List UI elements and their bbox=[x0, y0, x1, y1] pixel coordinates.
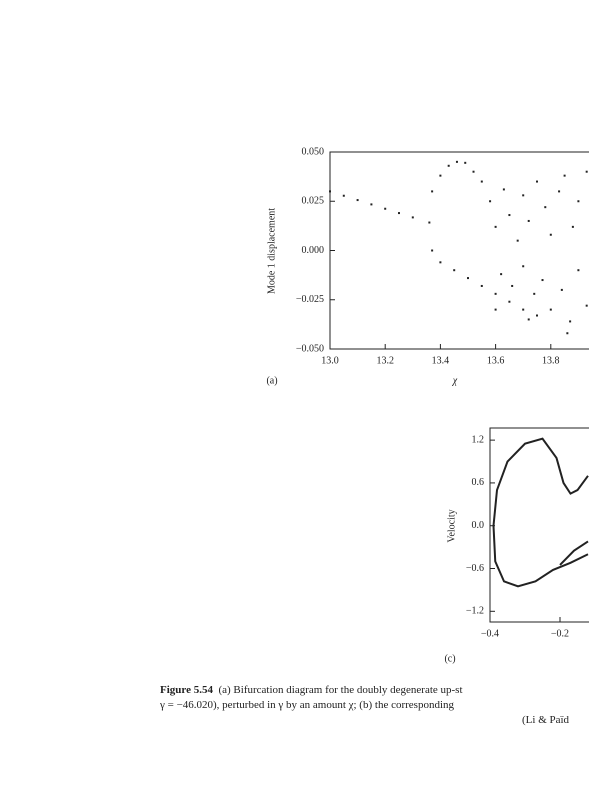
point bbox=[342, 194, 345, 197]
y-tick-label: −0.025 bbox=[296, 294, 324, 305]
point bbox=[558, 190, 561, 193]
point bbox=[489, 200, 492, 203]
point bbox=[549, 308, 552, 311]
y-tick-label: −0.050 bbox=[296, 343, 324, 354]
point bbox=[563, 174, 566, 177]
point bbox=[439, 174, 442, 177]
point bbox=[522, 265, 525, 268]
point bbox=[467, 277, 469, 280]
x-tick-label: 13.4 bbox=[432, 355, 450, 366]
panel-label: (a) bbox=[266, 375, 277, 386]
trajectory bbox=[559, 540, 589, 566]
point bbox=[569, 320, 572, 323]
y-axis-label: Velocity bbox=[446, 509, 457, 542]
point bbox=[384, 207, 387, 210]
point bbox=[447, 164, 450, 167]
point bbox=[370, 203, 373, 206]
point bbox=[431, 190, 434, 193]
x-tick-label: −0.2 bbox=[551, 628, 569, 639]
point bbox=[502, 188, 505, 191]
y-tick-label: 1.2 bbox=[472, 434, 485, 445]
point bbox=[544, 206, 547, 209]
point bbox=[522, 308, 525, 311]
point bbox=[527, 219, 530, 222]
point bbox=[428, 221, 431, 224]
point bbox=[527, 318, 530, 321]
caption-line: (Li & Païd bbox=[522, 714, 570, 726]
point bbox=[431, 249, 434, 252]
x-tick-label: −0.4 bbox=[481, 628, 499, 639]
point bbox=[508, 300, 511, 303]
x-tick-label: 13.2 bbox=[376, 355, 394, 366]
point bbox=[472, 170, 475, 173]
point bbox=[411, 216, 414, 219]
caption-label: Figure 5.54 bbox=[160, 684, 213, 696]
point bbox=[566, 332, 569, 335]
plot-frame bbox=[329, 151, 589, 350]
x-tick-label: 13.8 bbox=[542, 355, 560, 366]
point bbox=[480, 180, 483, 183]
point bbox=[560, 288, 563, 291]
y-tick-label: 0.000 bbox=[302, 245, 325, 256]
x-axis-label: χ bbox=[452, 375, 458, 386]
point bbox=[494, 292, 497, 295]
point bbox=[508, 214, 511, 217]
y-tick-label: 0.6 bbox=[472, 477, 485, 488]
point bbox=[585, 304, 588, 307]
point bbox=[329, 190, 331, 193]
point bbox=[455, 160, 458, 163]
x-tick-label: 13.6 bbox=[487, 355, 505, 366]
point bbox=[536, 314, 538, 317]
point bbox=[494, 225, 497, 228]
point bbox=[511, 284, 514, 287]
point bbox=[500, 273, 503, 276]
point bbox=[516, 239, 519, 242]
x-tick-label: 13.0 bbox=[321, 355, 339, 366]
point bbox=[541, 279, 544, 282]
point bbox=[453, 269, 456, 272]
point bbox=[585, 170, 588, 173]
panel-label: (c) bbox=[444, 653, 455, 664]
point bbox=[464, 161, 467, 164]
y-tick-label: −0.6 bbox=[466, 563, 484, 574]
point bbox=[480, 284, 483, 287]
point bbox=[577, 200, 580, 203]
point bbox=[398, 212, 400, 215]
y-tick-label: 0.050 bbox=[302, 146, 325, 157]
point bbox=[494, 308, 497, 311]
y-tick-label: 0.0 bbox=[472, 520, 485, 531]
caption-text: (a) Bifurcation diagram for the doubly d… bbox=[218, 684, 463, 696]
y-tick-label: 0.025 bbox=[302, 196, 325, 207]
point bbox=[536, 180, 538, 183]
point bbox=[356, 199, 359, 202]
point bbox=[571, 225, 574, 228]
point bbox=[533, 292, 536, 295]
point bbox=[577, 269, 580, 272]
y-tick-label: −1.2 bbox=[466, 606, 484, 617]
plot-frame bbox=[489, 427, 589, 623]
y-axis-label: Mode 1 displacement bbox=[266, 208, 277, 294]
point bbox=[439, 261, 442, 264]
caption-line: Figure 5.54 (a) Bifurcation diagram for … bbox=[160, 684, 463, 696]
point bbox=[522, 194, 525, 197]
point bbox=[549, 233, 552, 236]
trajectory bbox=[492, 437, 589, 588]
caption-line: γ = −46.020), perturbed in γ by an amoun… bbox=[160, 699, 455, 711]
